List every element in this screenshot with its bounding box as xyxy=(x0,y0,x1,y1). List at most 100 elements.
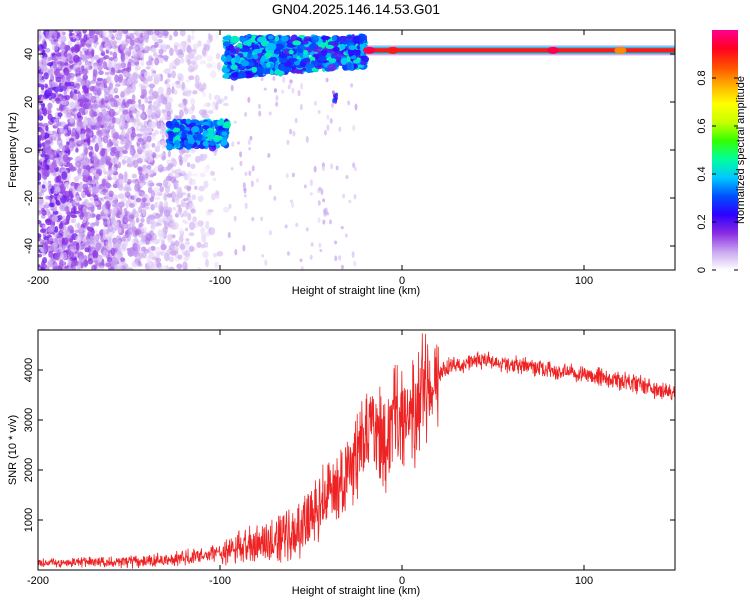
tone-peak xyxy=(363,46,376,54)
noise-cell xyxy=(141,154,148,163)
noise-cell xyxy=(285,173,289,179)
snr-y-axis-label: SNR (10 * v/v) xyxy=(7,415,19,485)
noise-cell xyxy=(194,222,199,229)
noise-cell xyxy=(38,266,42,270)
band-cell xyxy=(239,47,250,53)
noise-cell xyxy=(194,74,200,84)
noise-cell xyxy=(317,110,321,114)
noise-cell xyxy=(82,47,88,52)
noise-cell xyxy=(231,141,235,148)
noise-cell xyxy=(124,114,131,121)
burst-cell xyxy=(172,127,181,133)
noise-cell xyxy=(171,82,176,87)
noise-cell xyxy=(128,214,135,220)
noise-cell xyxy=(119,44,127,51)
heatmap-y-axis-label: Frequency (Hz) xyxy=(7,112,19,188)
noise-cell xyxy=(53,171,57,177)
burst-cell xyxy=(187,143,193,149)
noise-cell xyxy=(139,32,144,38)
noise-cell xyxy=(83,85,88,94)
noise-cell xyxy=(162,42,167,51)
noise-cell xyxy=(145,61,150,66)
noise-cell xyxy=(47,158,51,166)
noise-cell xyxy=(87,92,93,101)
noise-cell xyxy=(182,210,188,217)
noise-cell xyxy=(177,53,184,58)
noise-cell xyxy=(174,240,180,247)
noise-cell xyxy=(38,253,43,258)
noise-cell xyxy=(42,257,48,264)
noise-cell xyxy=(109,71,114,76)
noise-cell xyxy=(112,156,119,165)
noise-cell xyxy=(124,54,128,62)
noise-cell xyxy=(309,254,313,260)
noise-cell xyxy=(151,48,155,53)
band-cell xyxy=(360,55,370,63)
band-cell xyxy=(338,36,347,42)
noise-cell xyxy=(200,244,205,249)
noise-cell xyxy=(209,228,215,236)
noise-cell xyxy=(134,210,140,219)
noise-cell xyxy=(92,250,99,259)
noise-cell xyxy=(116,203,121,210)
noise-cell xyxy=(79,128,86,136)
noise-cell xyxy=(69,237,74,243)
burst-cell xyxy=(166,143,173,151)
noise-cell xyxy=(142,77,148,85)
noise-cell xyxy=(248,147,252,151)
band-cell xyxy=(300,58,311,63)
noise-cell xyxy=(158,117,166,122)
noise-cell xyxy=(101,178,106,187)
band-cell xyxy=(230,35,240,44)
noise-cell xyxy=(54,226,59,233)
band-cell xyxy=(346,35,352,40)
noise-cell xyxy=(42,180,47,186)
snr-series-line xyxy=(38,333,675,569)
noise-cell xyxy=(275,101,279,107)
burst-cell xyxy=(208,140,216,147)
noise-cell xyxy=(317,200,321,206)
noise-cell xyxy=(127,227,135,235)
noise-cell xyxy=(141,252,147,259)
noise-cell xyxy=(108,190,114,197)
noise-cell xyxy=(102,36,107,43)
noise-cell xyxy=(76,117,83,127)
noise-cell xyxy=(50,92,57,99)
noise-cell xyxy=(188,221,196,231)
noise-cell xyxy=(131,260,139,268)
noise-cell xyxy=(59,252,64,260)
noise-cell xyxy=(176,210,181,215)
noise-cell xyxy=(96,205,102,211)
noise-cell xyxy=(111,166,117,173)
noise-cell xyxy=(110,150,116,157)
noise-cell xyxy=(96,64,103,71)
noise-cell xyxy=(103,209,109,214)
noise-cell xyxy=(120,130,126,138)
noise-cell xyxy=(284,224,288,229)
noise-cell xyxy=(183,90,189,97)
noise-cell xyxy=(85,133,90,137)
noise-cell xyxy=(98,30,104,39)
noise-cell xyxy=(45,47,51,53)
noise-cell xyxy=(45,139,51,145)
noise-cell xyxy=(38,101,41,110)
snr-line-marks xyxy=(38,333,675,569)
noise-cell xyxy=(90,228,95,237)
noise-cell xyxy=(146,266,151,270)
burst-cell xyxy=(201,121,210,126)
noise-cell xyxy=(143,71,151,80)
noise-cell xyxy=(83,187,87,192)
noise-cell xyxy=(108,94,114,101)
noise-cell xyxy=(292,130,296,137)
snr-x-tick-label: 100 xyxy=(575,575,593,587)
noise-cell xyxy=(320,188,324,195)
band-cell xyxy=(312,36,319,41)
noise-cell xyxy=(58,160,62,167)
noise-cell xyxy=(121,30,129,35)
noise-cell xyxy=(185,238,190,242)
noise-cell xyxy=(51,215,59,222)
noise-cell xyxy=(197,81,202,86)
band-cell xyxy=(231,72,239,78)
noise-cell xyxy=(65,183,69,189)
noise-cell xyxy=(59,194,63,198)
